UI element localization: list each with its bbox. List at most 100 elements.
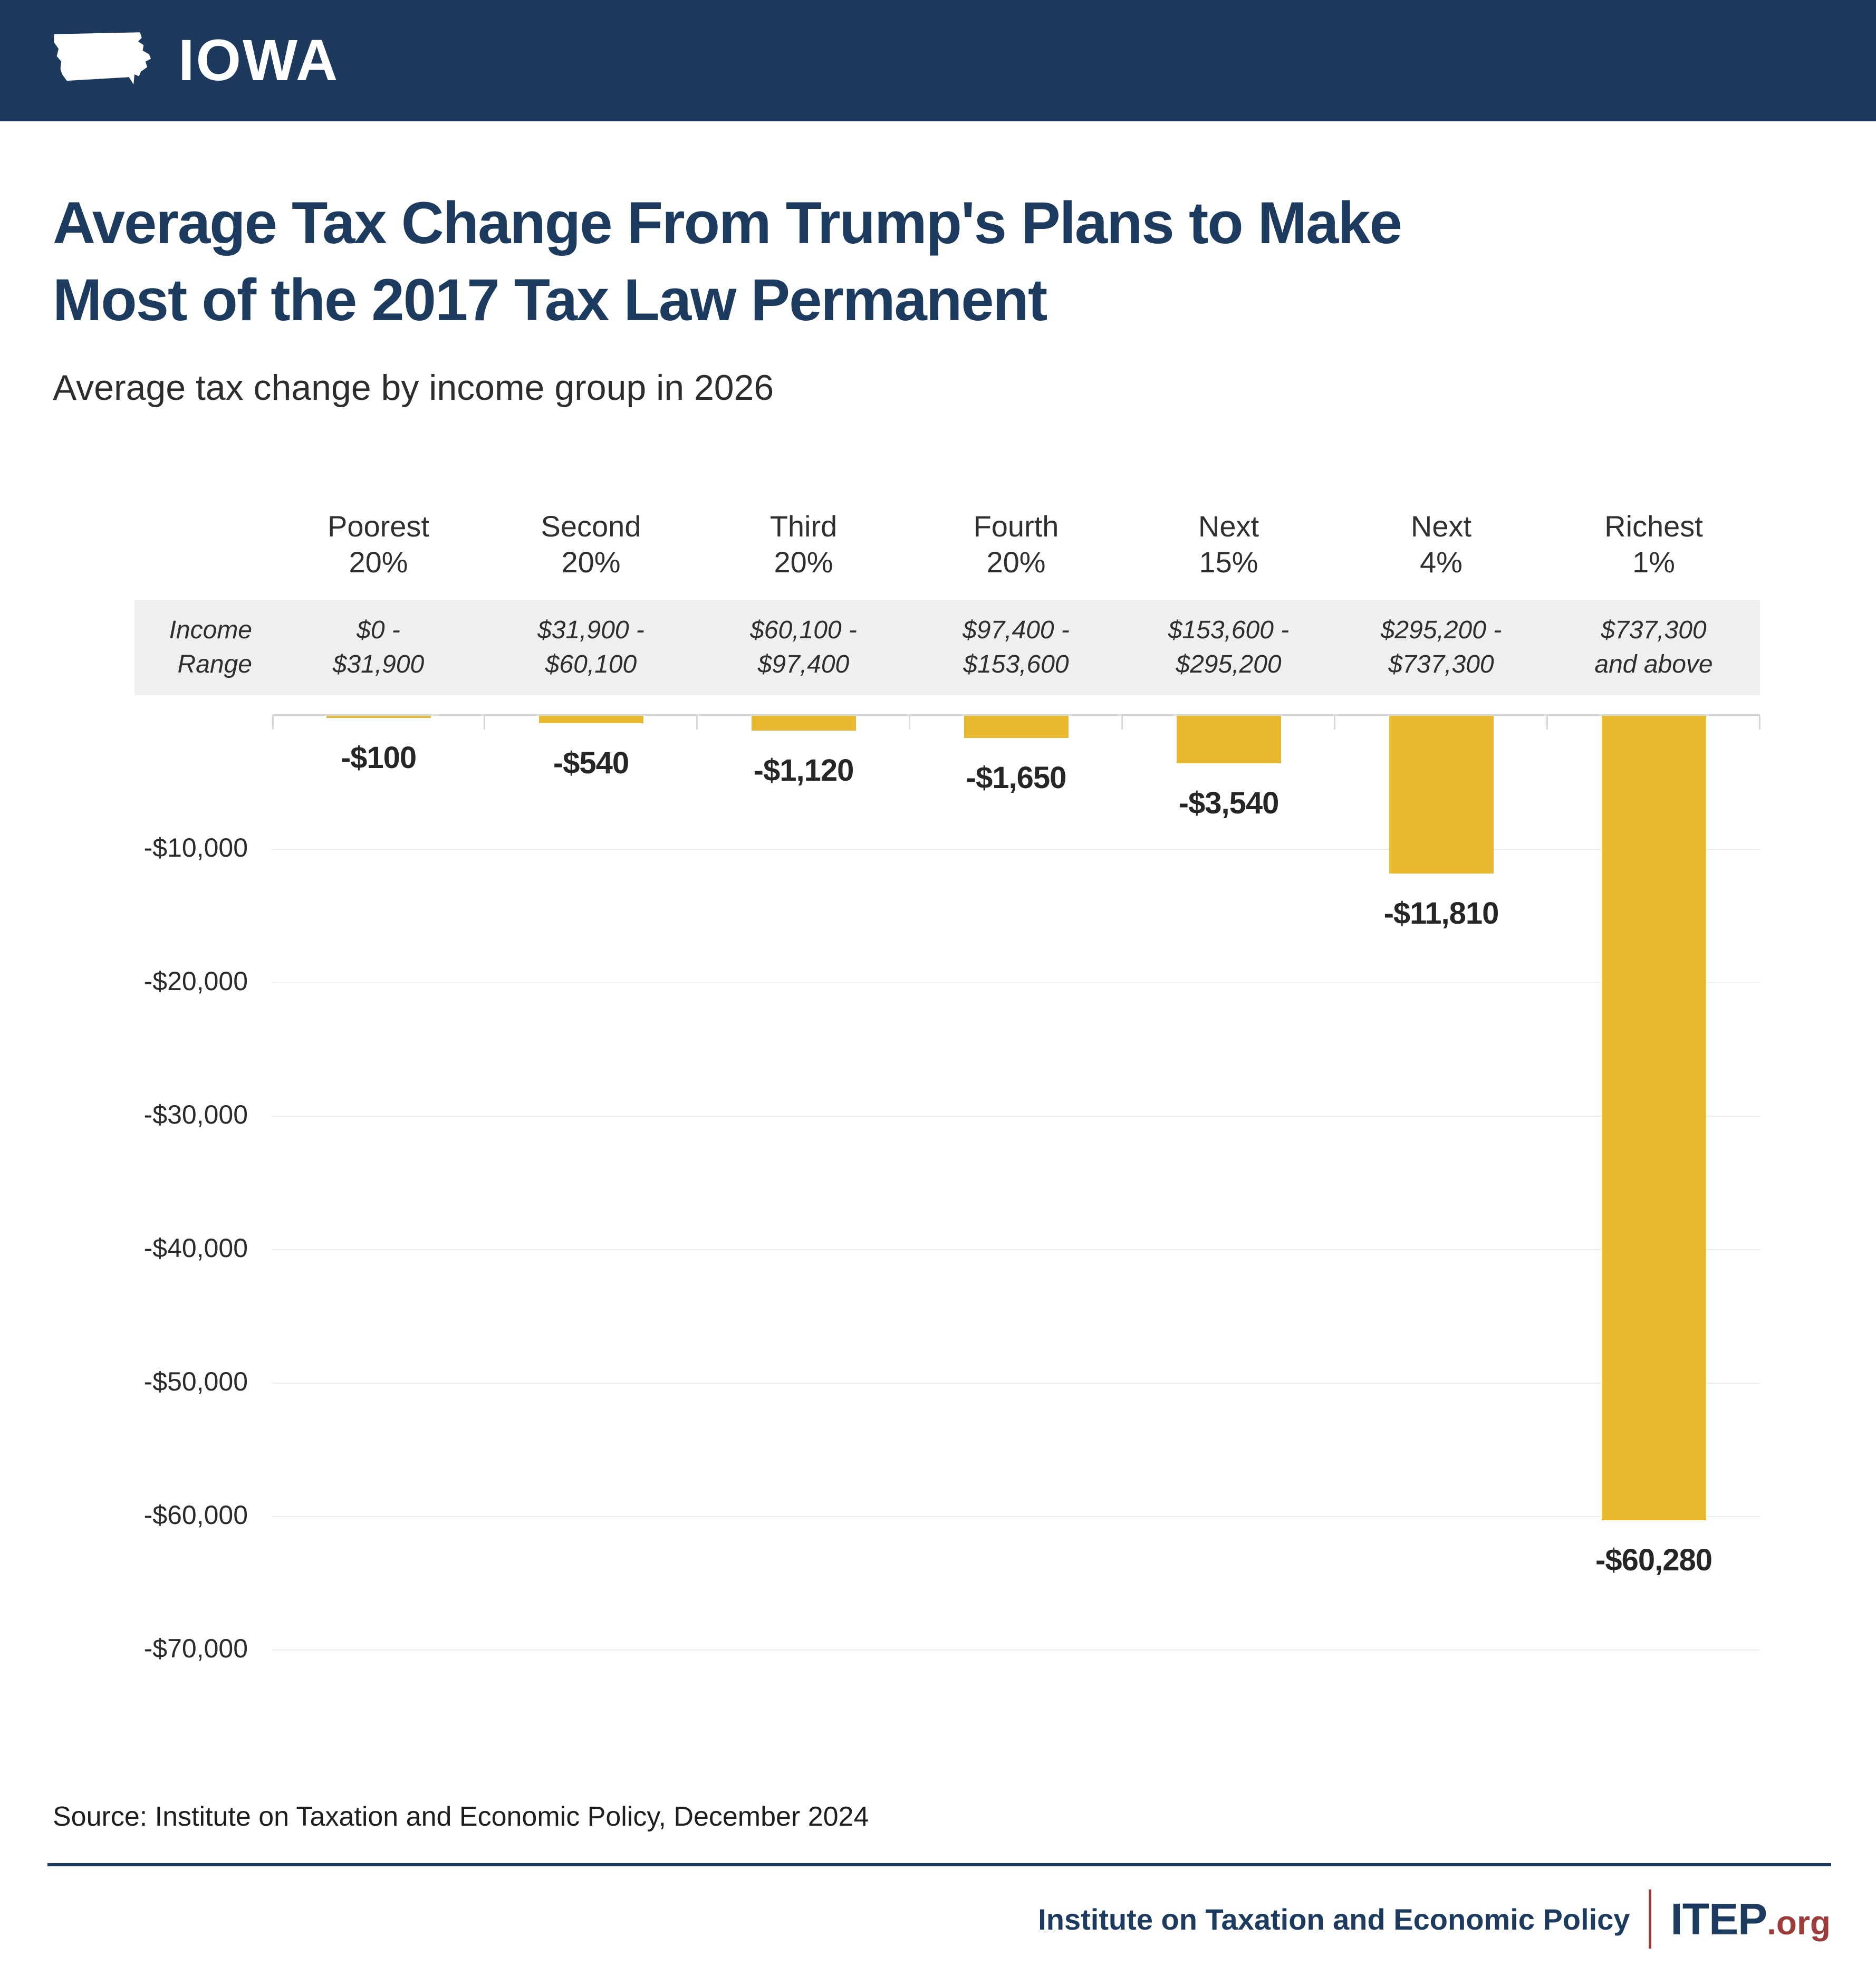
- income-range-cell: $31,900 - $60,100: [485, 599, 697, 696]
- bar: [538, 716, 643, 724]
- income-range-line: and above: [1594, 650, 1713, 678]
- income-range-line: $31,900: [332, 650, 425, 678]
- gridline: [272, 1116, 1760, 1117]
- income-range-cell: $97,400 - $153,600: [910, 599, 1122, 696]
- y-axis-tick-label: -$40,000: [143, 1233, 248, 1263]
- column-boundary-tick: [1334, 716, 1335, 730]
- state-header-bar: IOWA: [0, 0, 1876, 121]
- plot-wrap: -$10,000 -$20,000 -$30,000 -$40,000 -$50,000…: [0, 714, 1876, 1712]
- income-range-row: Income Range $0 - $31,900 $31,900 - $60,100…: [0, 599, 1876, 696]
- income-range-cell: $737,300 and above: [1547, 599, 1760, 696]
- column-header: Poorest 20%: [272, 488, 485, 600]
- itep-logo-text: ITEP: [1670, 1894, 1767, 1944]
- income-range-line: $31,900 -: [537, 616, 644, 644]
- column-boundary-tick: [1121, 716, 1123, 730]
- gridline: [272, 982, 1760, 984]
- y-axis-tick-label: -$50,000: [143, 1367, 248, 1397]
- bar-column: -$60,280: [1547, 716, 1760, 1712]
- bar-column: -$3,540: [1122, 716, 1335, 1712]
- bar: [964, 716, 1069, 739]
- gridline: [272, 1383, 1760, 1384]
- column-header-spacer: [0, 488, 272, 600]
- bar-value-label: -$100: [340, 741, 417, 775]
- column-boundary-tick: [909, 716, 910, 730]
- gridline: [272, 1516, 1760, 1518]
- state-name: IOWA: [178, 28, 340, 93]
- bar-value-label: -$1,120: [753, 753, 854, 788]
- income-range-label-line2: Range: [177, 650, 252, 678]
- column-header: Next 4%: [1335, 488, 1547, 600]
- bar-value-label: -$3,540: [1178, 786, 1279, 821]
- bar-value-label: -$11,810: [1383, 896, 1499, 931]
- column-header-line: 15%: [1199, 545, 1258, 579]
- chart-subtitle: Average tax change by income group in 20…: [53, 368, 774, 408]
- footer-separator-bar: [1649, 1890, 1652, 1949]
- column-header-line: Richest: [1604, 510, 1703, 543]
- y-axis-tick-label: -$20,000: [143, 966, 248, 996]
- gridline: [272, 849, 1760, 850]
- column-header-line: 1%: [1632, 545, 1675, 579]
- gridline: [272, 1649, 1760, 1651]
- column-header-line: Next: [1198, 510, 1259, 543]
- y-axis-tick-label: -$70,000: [143, 1634, 248, 1664]
- column-header-line: Next: [1410, 510, 1472, 543]
- income-range-label: Income Range: [134, 599, 272, 696]
- gridline: [272, 1249, 1760, 1251]
- column-header-line: Fourth: [973, 510, 1059, 543]
- column-header: Fourth 20%: [910, 488, 1122, 600]
- column-boundary-tick: [696, 716, 698, 730]
- income-range-cell: $153,600 - $295,200: [1122, 599, 1335, 696]
- footer-divider: [47, 1863, 1831, 1867]
- column-headers: Poorest 20% Second 20% Third 20% Fourth 20% Next…: [0, 488, 1876, 600]
- footer-org-name: Institute on Taxation and Economic Polic…: [1038, 1902, 1630, 1936]
- income-range-line: $295,200 -: [1380, 616, 1502, 644]
- income-range-label-line1: Income: [169, 616, 252, 644]
- bar-column: -$1,650: [910, 716, 1122, 1712]
- bar-value-label: -$60,280: [1595, 1543, 1713, 1578]
- bar: [1601, 716, 1706, 1521]
- bar-value-label: -$1,650: [966, 761, 1067, 795]
- y-axis-labels: -$10,000 -$20,000 -$30,000 -$40,000 -$50,000…: [0, 714, 248, 1712]
- column-header-line: 20%: [561, 545, 621, 579]
- column-boundary-tick: [484, 716, 485, 730]
- bar: [751, 716, 856, 731]
- plot-area: -$100 -$540 -$1,120 -$1,650 -$3,540 -$11,810 -…: [272, 714, 1760, 1712]
- column-header-line: 20%: [774, 545, 833, 579]
- chart-title-line2: Most of the 2017 Tax Law Permanent: [53, 266, 1047, 333]
- income-range-cell: $295,200 - $737,300: [1335, 599, 1547, 696]
- bar-column: -$11,810: [1335, 716, 1547, 1712]
- iowa-state-icon: [54, 32, 151, 85]
- income-range-line: $60,100: [545, 650, 637, 678]
- column-header-line: 20%: [349, 545, 408, 579]
- column-header-line: 4%: [1420, 545, 1463, 579]
- y-axis-tick-label: -$10,000: [143, 833, 248, 863]
- income-range-line: $0 -: [357, 616, 400, 644]
- column-header-line: 20%: [986, 545, 1046, 579]
- column-header: Next 15%: [1122, 488, 1335, 600]
- income-range-line: $97,400 -: [963, 616, 1070, 644]
- bar-column: -$1,120: [697, 716, 910, 1712]
- chart-title-line1: Average Tax Change From Trump's Plans to…: [53, 190, 1402, 256]
- source-note: Source: Institute on Taxation and Econom…: [53, 1801, 869, 1833]
- column-header-line: Poorest: [328, 510, 429, 543]
- column-header-line: Second: [541, 510, 641, 543]
- itep-logo-suffix: .org: [1767, 1903, 1831, 1942]
- income-range-gutter: [0, 600, 134, 696]
- income-range-line: $97,400: [757, 650, 850, 678]
- income-range-line: $60,100 -: [750, 616, 857, 644]
- income-range-line: $737,300: [1601, 616, 1707, 644]
- column-boundary-tick: [1759, 716, 1760, 730]
- income-range-cell: $0 - $31,900: [272, 599, 485, 696]
- column-boundary-tick: [1546, 716, 1548, 730]
- footer: Institute on Taxation and Economic Polic…: [0, 1890, 1876, 1949]
- income-range-line: $737,300: [1388, 650, 1494, 678]
- income-range-line: $295,200: [1176, 650, 1282, 678]
- column-boundary-tick: [272, 716, 274, 730]
- y-axis-tick-label: -$60,000: [143, 1500, 248, 1530]
- bar: [1389, 716, 1494, 874]
- column-header: Third 20%: [697, 488, 910, 600]
- income-range-line: $153,600 -: [1168, 616, 1290, 644]
- itep-logo: ITEP .org: [1670, 1894, 1831, 1945]
- income-range-cell: $60,100 - $97,400: [697, 599, 910, 696]
